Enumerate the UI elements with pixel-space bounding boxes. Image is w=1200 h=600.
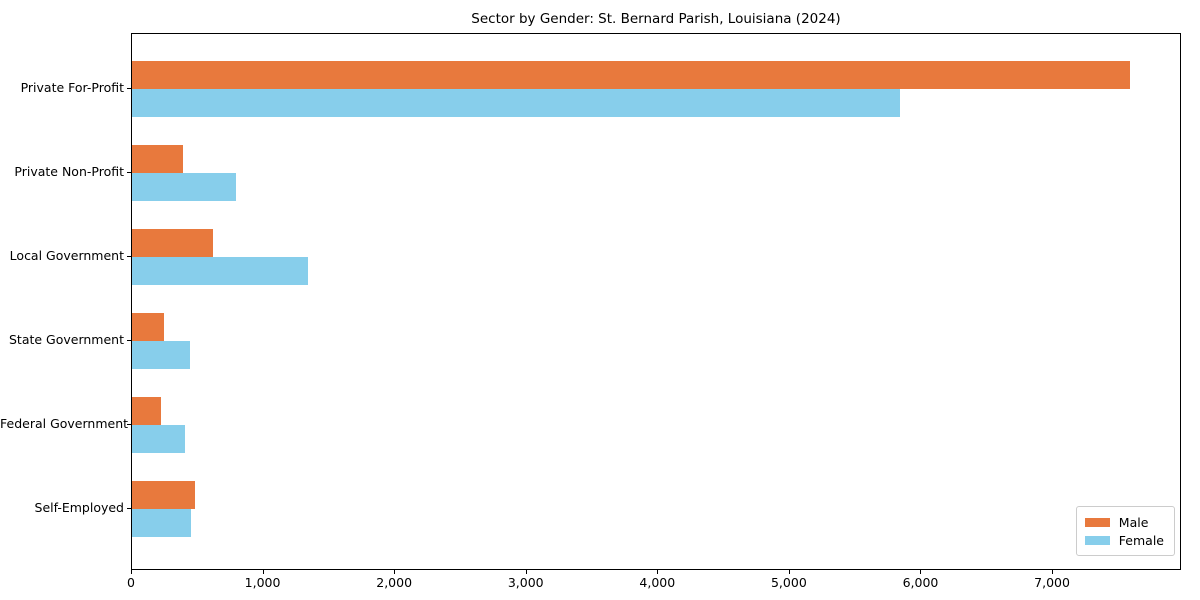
y-tick-self-employed bbox=[127, 508, 131, 509]
y-axis-label-federal-government: Federal Government bbox=[0, 416, 129, 431]
x-axis-tick-label-7000: 7,000 bbox=[1034, 575, 1070, 590]
x-tick-2000 bbox=[394, 570, 396, 574]
y-axis-label-self-employed: Self-Employed bbox=[34, 500, 124, 515]
bar-female-federal-government bbox=[132, 425, 185, 453]
x-tick-6000 bbox=[920, 570, 922, 574]
bar-female-private-for-profit bbox=[132, 89, 901, 117]
y-tick-state-government bbox=[127, 340, 131, 341]
bar-male-self-employed bbox=[132, 481, 196, 509]
x-axis-tick-label-3000: 3,000 bbox=[507, 575, 544, 590]
y-tick-local-government bbox=[127, 256, 131, 257]
legend-label-female: Female bbox=[1118, 532, 1164, 548]
y-tick-private-for-profit bbox=[127, 88, 131, 89]
bar-male-private-for-profit bbox=[132, 61, 1131, 89]
plot-area: Male Female bbox=[131, 33, 1181, 570]
y-tick-private-non-profit bbox=[127, 172, 131, 173]
bar-female-local-government bbox=[132, 257, 308, 285]
chart-title: Sector by Gender: St. Bernard Parish, Lo… bbox=[471, 11, 841, 27]
y-axis-label-private-non-profit: Private Non-Profit bbox=[14, 164, 124, 179]
bar-male-private-non-profit bbox=[132, 145, 184, 173]
bar-female-private-non-profit bbox=[132, 173, 236, 201]
x-tick-5000 bbox=[788, 570, 790, 574]
legend-swatch-male bbox=[1084, 517, 1110, 527]
x-axis-tick-label-5000: 5,000 bbox=[770, 575, 807, 590]
bar-male-state-government bbox=[132, 313, 165, 341]
legend-item-female: Female bbox=[1084, 531, 1164, 549]
y-axis-label-local-government: Local Government bbox=[9, 248, 124, 263]
legend-label-male: Male bbox=[1118, 514, 1149, 530]
x-axis-tick-label-6000: 6,000 bbox=[902, 575, 939, 590]
bar-female-state-government bbox=[132, 341, 190, 369]
x-tick-4000 bbox=[657, 570, 659, 574]
x-axis-tick-label-2000: 2,000 bbox=[376, 575, 413, 590]
bar-female-self-employed bbox=[132, 509, 192, 537]
x-axis-tick-label-1000: 1,000 bbox=[244, 575, 281, 590]
legend-item-male: Male bbox=[1084, 513, 1164, 531]
y-tick-federal-government bbox=[127, 424, 131, 425]
legend-swatch-female bbox=[1084, 535, 1110, 545]
x-axis-tick-label-0: 0 bbox=[127, 575, 135, 590]
y-axis-label-private-for-profit: Private For-Profit bbox=[20, 80, 124, 95]
bar-male-local-government bbox=[132, 229, 214, 257]
x-tick-3000 bbox=[525, 570, 527, 574]
y-axis-label-state-government: State Government bbox=[8, 332, 124, 347]
bar-male-federal-government bbox=[132, 397, 161, 425]
x-axis-tick-label-4000: 4,000 bbox=[639, 575, 676, 590]
legend: Male Female bbox=[1075, 506, 1175, 556]
x-tick-0 bbox=[131, 570, 132, 574]
x-tick-7000 bbox=[1052, 570, 1054, 574]
x-tick-1000 bbox=[262, 570, 264, 574]
